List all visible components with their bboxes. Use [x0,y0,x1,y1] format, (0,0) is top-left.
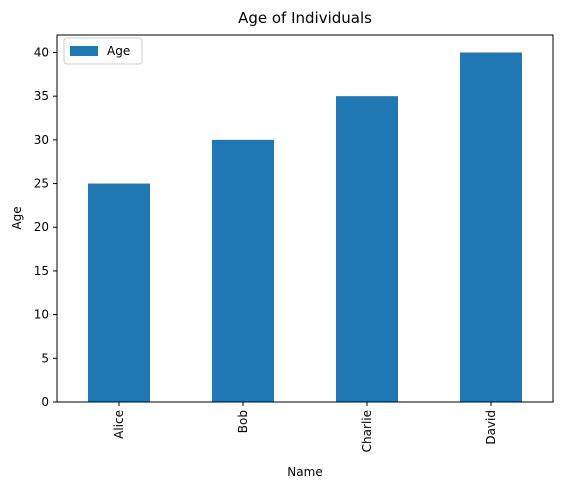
y-tick-label: 5 [41,351,49,365]
plot-frame [56,34,554,403]
legend: Age [63,37,143,65]
y-tick-label: 15 [34,264,49,278]
x-tick-label-charlie: Charlie [360,410,374,452]
bar-alice [88,183,150,402]
y-tick-label: 10 [34,308,49,322]
y-tick-label: 35 [34,89,49,103]
y-tick-label: 40 [34,45,49,59]
bar-david [460,52,522,402]
legend-label: Age [107,44,130,58]
y-tick-label: 20 [34,220,49,234]
x-tick-label-david: David [484,410,498,445]
bar-charlie [336,96,398,403]
x-tick-label-bob: Bob [236,410,250,433]
chart-title: Age of Individuals [238,9,372,27]
y-axis-ticks: 0 5 10 15 20 25 30 35 40 [34,45,57,409]
x-axis-ticks: Alice Bob Charlie David [112,402,498,452]
y-tick-label: 0 [41,395,49,409]
y-tick-label: 30 [34,133,49,147]
y-axis-label: Age [10,206,24,229]
x-axis-label: Name [287,465,322,479]
x-tick-label-alice: Alice [112,410,126,439]
bars [88,52,522,403]
bar-bob [212,139,274,402]
legend-swatch [70,46,98,56]
legend-box [63,37,143,65]
y-tick-label: 25 [34,177,49,191]
